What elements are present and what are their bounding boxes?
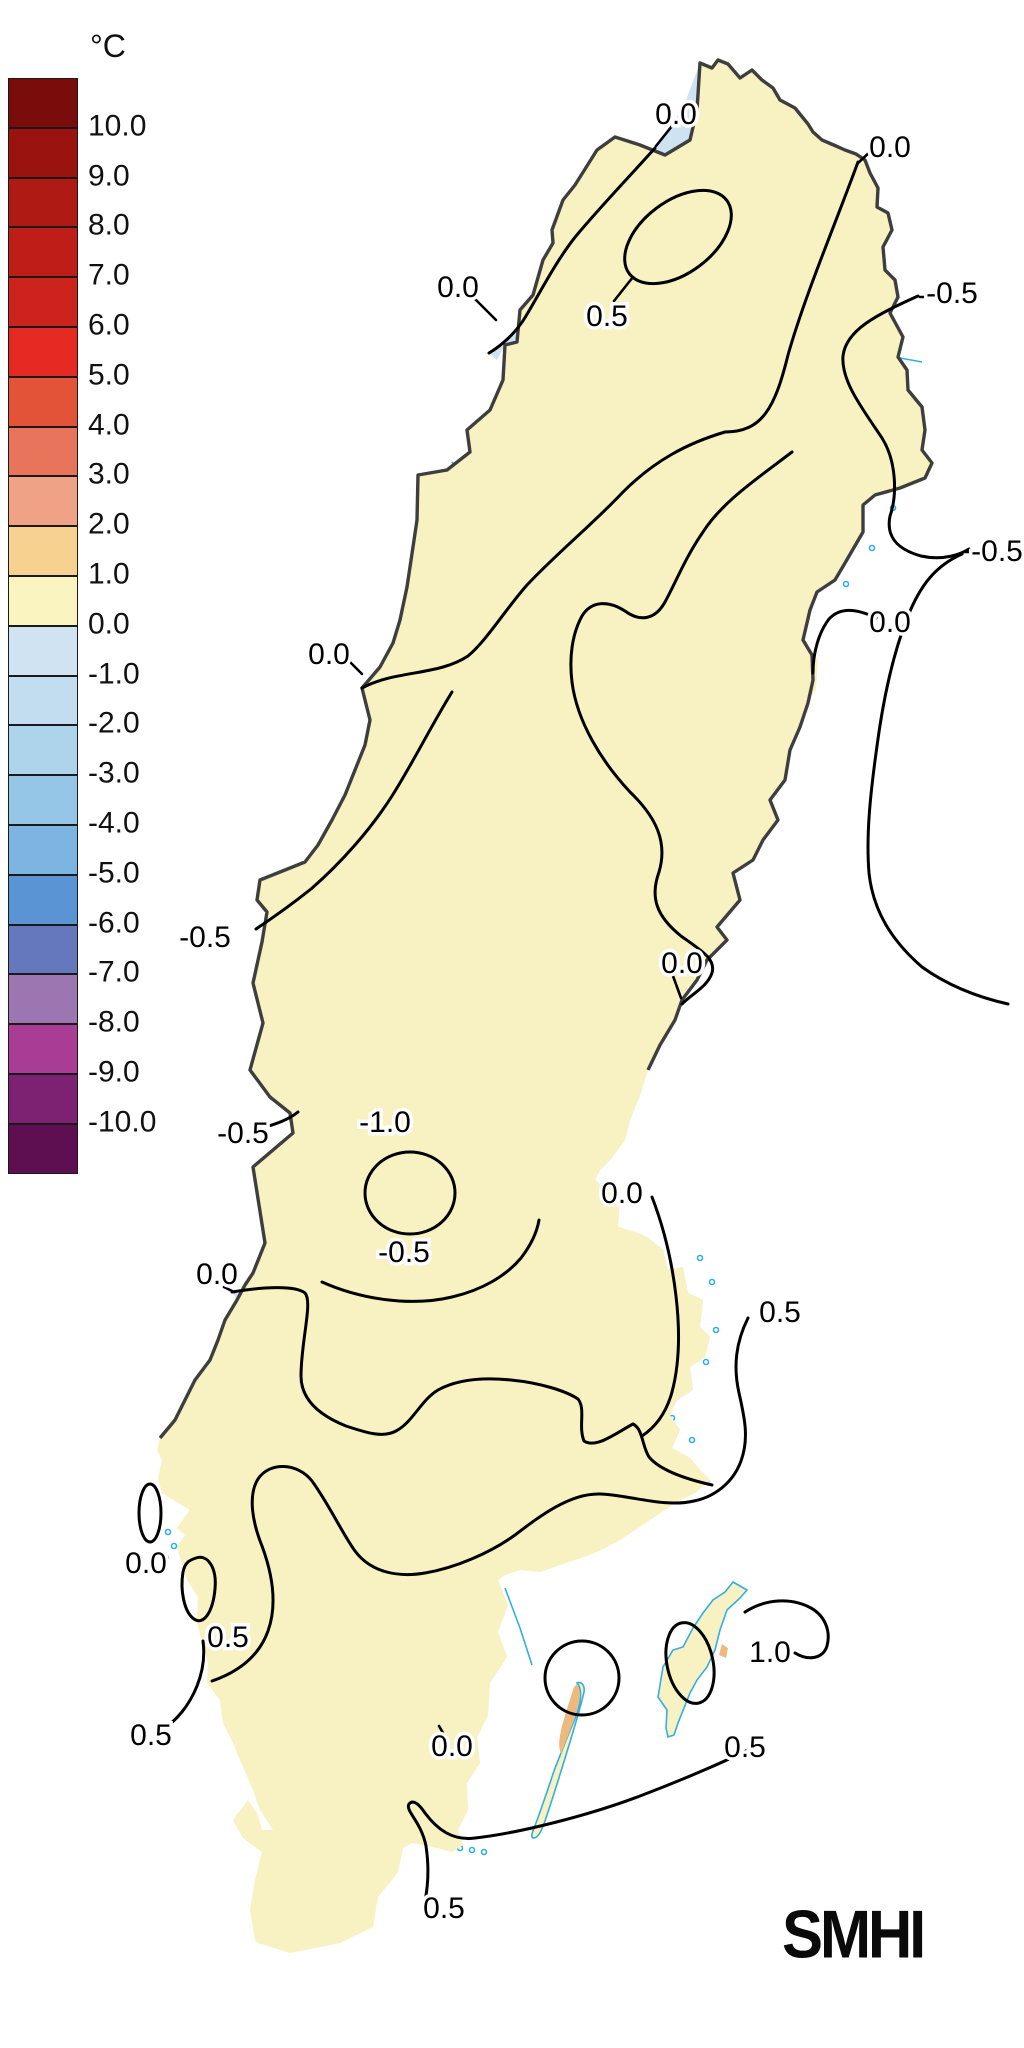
color-scale-legend: °C 10.0 9.0 8.0 7.0 6.0 5.0 4.0 3.0 2.0 1.0 0.0 -1.…: [0, 0, 230, 1250]
legend-swatch: [8, 974, 78, 1025]
legend-tick-label: 5.0: [88, 358, 130, 392]
legend-swatch: [8, 1074, 78, 1124]
legend-swatch: [8, 576, 78, 626]
legend-tick-label: 6.0: [88, 308, 130, 342]
legend-swatch: [8, 675, 78, 726]
legend-tick-label: -6.0: [88, 906, 140, 940]
legend-swatch: [8, 426, 78, 477]
contour-label: 0.0: [437, 271, 479, 304]
legend-swatch: [8, 376, 78, 427]
contour-label: -1.0: [359, 1106, 411, 1139]
legend-swatch: [8, 775, 78, 825]
legend-tick-label: -4.0: [88, 806, 140, 840]
legend-swatch: [8, 924, 78, 975]
contour-label: 0.0: [308, 638, 350, 671]
legend-tick-label: -10.0: [88, 1105, 157, 1139]
legend-tick-label: 3.0: [88, 458, 130, 492]
contour-label: 0.0: [196, 1258, 238, 1291]
legend-tick-label: -9.0: [88, 1055, 140, 1089]
contour-label: 0.0: [125, 1547, 167, 1580]
legend-tick-label: -5.0: [88, 856, 140, 890]
contour-label: 0.0: [869, 606, 911, 639]
contour-label: -0.5: [971, 535, 1023, 568]
temperature-contours: [137, 124, 1010, 1903]
oland-island: [530, 1681, 585, 1839]
legend-tick-label: -2.0: [88, 707, 140, 741]
legend-tick-label: -7.0: [88, 956, 140, 990]
contour-label-layer: 0.0 0.0 0.5 0.0 -0.5 -0.5 0.0 0.0 -0.5 0.0 -0.5 -1.…: [122, 95, 1024, 1929]
contour-label: 0.5: [759, 1296, 801, 1329]
legend-swatch: [8, 227, 78, 278]
legend-swatch: [8, 725, 78, 776]
legend-swatch: [8, 874, 78, 925]
contour-label: 0.5: [130, 1719, 172, 1752]
legend-swatch: [8, 177, 78, 228]
contour-label: -0.5: [926, 277, 978, 310]
legend-tick-label: -8.0: [88, 1005, 140, 1039]
legend-swatch: [8, 476, 78, 527]
legend-swatch: [8, 625, 78, 676]
contour-label: 0.0: [601, 1177, 643, 1210]
legend-swatch: [8, 78, 78, 128]
contour-label: 0.5: [586, 300, 628, 333]
legend-tick-label: 0.0: [88, 607, 130, 641]
contour-label: 0.0: [655, 98, 697, 131]
gotland-island: [657, 1580, 749, 1739]
contour-label: 0.5: [207, 1621, 249, 1654]
legend-swatch: [8, 526, 78, 576]
smhi-logo: SMHI: [782, 1897, 926, 1973]
legend-tick-label: -1.0: [88, 657, 140, 691]
contour-label: 0.0: [869, 131, 911, 164]
legend-tick-label: 9.0: [88, 159, 130, 193]
legend-tick-label: 8.0: [88, 209, 130, 243]
contour-label: 0.5: [724, 1731, 766, 1764]
legend-swatch: [8, 825, 78, 875]
contour-label: 1.0: [749, 1636, 791, 1669]
coastline: [156, 59, 933, 1954]
contour-label: 0.0: [661, 947, 703, 980]
contour-label: -0.5: [179, 921, 231, 954]
legend-tick-label: 10.0: [88, 109, 147, 143]
legend-swatch: [8, 127, 78, 178]
legend-tick-label: -3.0: [88, 756, 140, 790]
legend-swatch: [8, 1123, 78, 1174]
legend-tick-label: 2.0: [88, 507, 130, 541]
legend-swatch: [8, 277, 78, 327]
contour-label: 0.5: [423, 1892, 465, 1925]
national-border-line: [158, 58, 934, 1440]
contour-label: -0.5: [378, 1236, 430, 1269]
legend-tick-label: 1.0: [88, 557, 130, 591]
legend-unit-label: °C: [90, 28, 126, 64]
legend-swatch: [8, 1024, 78, 1074]
contour-label: 0.0: [431, 1730, 473, 1763]
legend-tick-label: 7.0: [88, 258, 130, 292]
legend-swatch: [8, 327, 78, 377]
contour-label: -0.5: [217, 1117, 269, 1150]
legend-tick-label: 4.0: [88, 408, 130, 442]
